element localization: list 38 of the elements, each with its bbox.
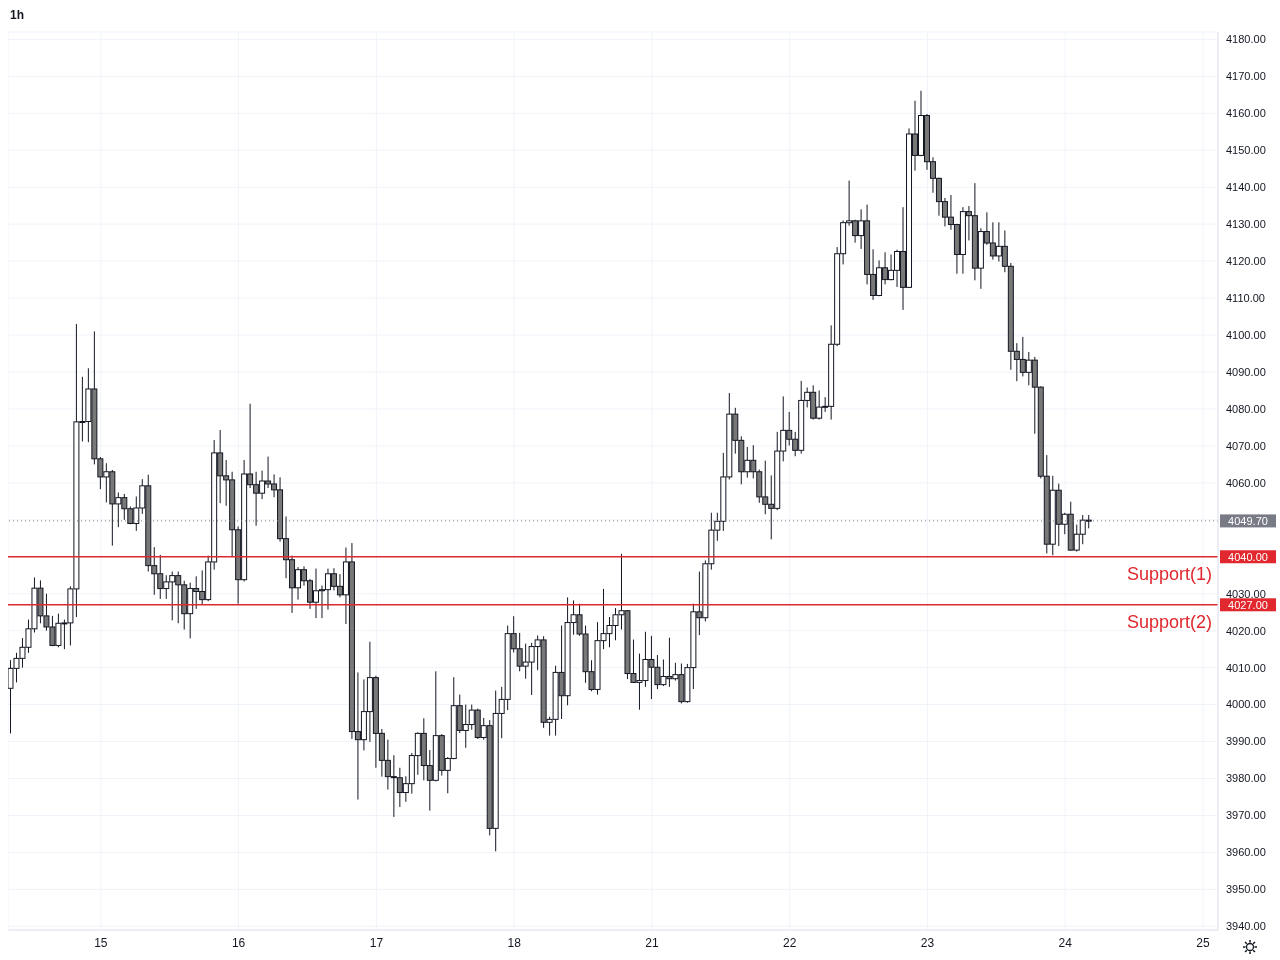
y-tick-label: 4060.00: [1226, 476, 1266, 489]
y-tick-label: 3940.00: [1226, 920, 1266, 933]
y-tick-label: 3980.00: [1226, 772, 1266, 785]
x-tick-label: 15: [94, 935, 108, 950]
y-tick-label: 4180.00: [1226, 33, 1266, 46]
y-tick-label: 3960.00: [1226, 846, 1266, 859]
y-tick-label: 4030.00: [1226, 587, 1266, 600]
y-tick-label: 4150.00: [1226, 144, 1266, 157]
text: 4049.70: [1228, 514, 1268, 527]
y-tick-label: 4140.00: [1226, 181, 1266, 194]
y-tick-label: 4170.00: [1226, 70, 1266, 83]
x-tick-label: 18: [507, 935, 522, 950]
x-tick-label: 21: [645, 935, 659, 950]
ref-line-label: Support(1): [1126, 563, 1212, 584]
ref-line-label: Support(2): [1126, 611, 1212, 632]
y-tick-label: 4090.00: [1226, 365, 1266, 378]
y-tick-label: 4010.00: [1226, 661, 1266, 674]
x-tick-label: 17: [369, 935, 384, 950]
text: 4040.00: [1228, 550, 1268, 563]
x-tick-label: 24: [1058, 935, 1073, 950]
y-tick-label: 4110.00: [1226, 291, 1265, 304]
x-tick-label: 22: [783, 935, 797, 950]
y-tick-label: 4070.00: [1226, 439, 1266, 452]
chart-title: 1h: [10, 8, 25, 22]
x-tick-label: 16: [231, 935, 246, 950]
x-tick-label: 23: [920, 935, 935, 950]
y-tick-label: 4160.00: [1226, 107, 1266, 120]
y-tick-label: 4080.00: [1226, 402, 1266, 415]
y-tick-label: 4130.00: [1226, 218, 1266, 231]
y-tick-label: 4020.00: [1226, 624, 1266, 637]
y-tick-label: 4120.00: [1226, 255, 1266, 268]
y-tick-label: 3990.00: [1226, 735, 1266, 748]
x-tick-label: 25: [1196, 935, 1211, 950]
y-tick-label: 4100.00: [1226, 328, 1266, 341]
y-tick-label: 3950.00: [1226, 883, 1266, 896]
y-tick-label: 3970.00: [1226, 809, 1266, 822]
text: 4027.00: [1228, 598, 1268, 611]
y-tick-label: 4000.00: [1226, 698, 1266, 711]
